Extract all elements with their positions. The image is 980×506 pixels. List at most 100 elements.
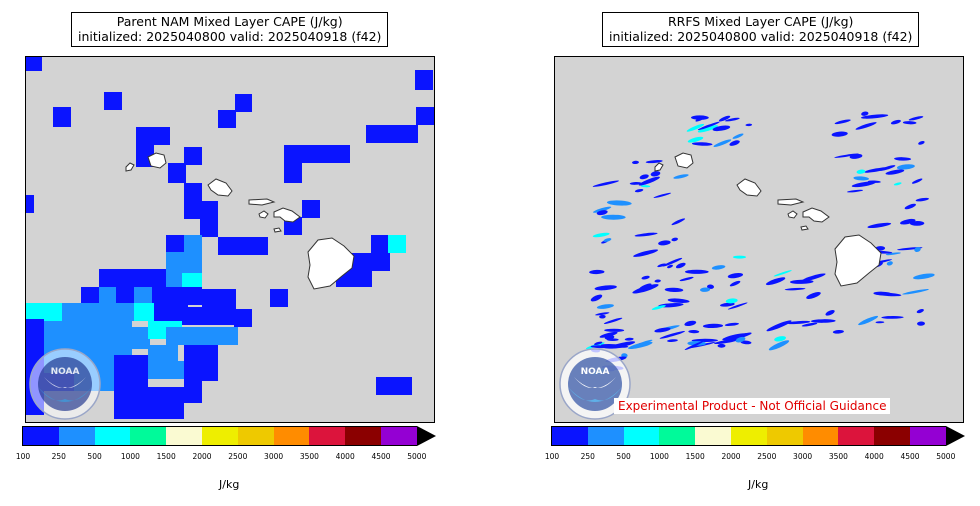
colorbar-swatch [94, 426, 131, 446]
rrfs-title-box: RRFS Mixed Layer CAPE (J/kg) initialized… [602, 12, 920, 47]
cape-grid-cell [99, 269, 167, 287]
cape-grid-cell [154, 303, 188, 321]
cape-contour-fragment [654, 327, 671, 333]
island-maui [802, 207, 830, 223]
nam-colorbar-cells [22, 426, 417, 446]
colorbar-tick-label: 2500 [228, 452, 248, 461]
cape-contour-fragment [801, 322, 818, 327]
cape-contour-fragment [725, 117, 740, 122]
cape-contour-fragment [784, 287, 806, 291]
cape-contour-fragment [603, 238, 612, 242]
cape-contour-fragment [717, 343, 726, 348]
cape-grid-cell [166, 327, 202, 345]
cape-grid-cell [53, 107, 71, 127]
colorbar-swatch [695, 426, 731, 446]
cape-contour-fragment [697, 121, 720, 131]
cape-contour-fragment [712, 125, 731, 132]
cape-contour-fragment [855, 122, 877, 130]
cape-grid-cell [166, 235, 184, 253]
cape-grid-cell [126, 399, 146, 417]
island-kauai [147, 152, 167, 169]
cape-grid-cell [134, 287, 152, 305]
cape-contour-fragment [629, 181, 642, 185]
cape-contour-fragment [594, 285, 617, 291]
cape-grid-cell [184, 183, 202, 203]
cape-grid-cell [184, 147, 202, 165]
cape-contour-fragment [727, 302, 748, 310]
cape-contour-fragment [732, 133, 744, 139]
cape-grid-cell [26, 319, 44, 355]
cape-contour-fragment [700, 287, 711, 292]
rrfs-colorbar-ticks: 100 250 500 1000 1500 2000 2500 3000 3500 4000 450… [545, 452, 956, 466]
colorbar-tick-label: 3500 [828, 452, 848, 461]
cape-contour-fragment [654, 279, 661, 283]
cape-contour-fragment [915, 197, 929, 202]
cape-contour-fragment [890, 119, 901, 125]
cape-contour-fragment [653, 192, 672, 198]
cape-grid-cell [62, 303, 98, 321]
cape-contour-fragment [671, 237, 678, 242]
cape-grid-cell [416, 107, 434, 125]
cape-contour-fragment [624, 337, 634, 341]
cape-contour-fragment [688, 329, 700, 334]
cape-contour-fragment [858, 315, 879, 326]
island-molokai [248, 198, 276, 206]
cape-contour-fragment [740, 340, 752, 345]
cape-contour-fragment [718, 115, 731, 122]
colorbar-tick-label: 3000 [793, 452, 813, 461]
colorbar-tick-label: 5000 [936, 452, 956, 461]
cape-contour-fragment [684, 320, 697, 327]
cape-contour-fragment [831, 131, 848, 137]
cape-contour-fragment [697, 125, 718, 133]
colorbar-tick-label: 250 [580, 452, 595, 461]
cape-grid-cell [302, 200, 320, 218]
cape-contour-fragment [768, 340, 790, 351]
cape-contour-fragment [765, 277, 786, 286]
cape-contour-fragment [885, 169, 905, 175]
cape-contour-fragment [650, 171, 661, 177]
colorbar-tick-label: 1000 [649, 452, 669, 461]
colorbar-tick-label: 1500 [156, 452, 176, 461]
cape-contour-fragment [600, 344, 629, 348]
cape-grid-cell [284, 145, 350, 163]
cape-contour-fragment [847, 189, 863, 193]
cape-contour-fragment [628, 341, 653, 350]
cape-contour-fragment [834, 153, 859, 158]
nam-units-label: J/kg [219, 478, 240, 491]
cape-contour-fragment [856, 169, 866, 174]
rrfs-cape-contours [585, 111, 935, 375]
rrfs-colorbar-extend-arrow [945, 426, 965, 446]
colorbar-tick-label: 3000 [264, 452, 284, 461]
cape-grid-cell [104, 92, 122, 110]
cape-grid-cell [218, 237, 268, 255]
cape-contour-fragment [773, 270, 792, 277]
island-maui [273, 207, 301, 223]
cape-contour-fragment [662, 257, 683, 267]
cape-contour-fragment [745, 123, 753, 127]
cape-contour-fragment [786, 320, 811, 325]
cape-contour-fragment [679, 276, 694, 282]
colorbar-tick-label: 100 [544, 452, 560, 461]
cape-contour-fragment [867, 222, 892, 229]
cape-grid-cell [200, 327, 218, 345]
colorbar-tick-label: 4500 [900, 452, 920, 461]
cape-contour-fragment [875, 321, 885, 324]
cape-contour-fragment [645, 160, 663, 164]
cape-contour-fragment [601, 214, 626, 220]
cape-contour-fragment [604, 328, 625, 332]
cape-grid-cell [26, 195, 34, 213]
cape-contour-fragment [667, 264, 673, 269]
cape-contour-fragment [913, 273, 935, 280]
cape-grid-cell [116, 287, 134, 305]
cape-contour-fragment [729, 140, 740, 146]
cape-contour-fragment [639, 339, 653, 345]
cape-contour-fragment [722, 333, 749, 341]
cape-contour-fragment [596, 210, 608, 216]
cape-contour-fragment [896, 164, 915, 170]
cape-contour-fragment [714, 338, 740, 345]
cape-grid-cell [81, 287, 99, 305]
colorbar-swatch [909, 426, 946, 446]
cape-contour-fragment [914, 247, 921, 252]
colorbar-swatch [273, 426, 310, 446]
colorbar-tick-label: 500 [87, 452, 102, 461]
